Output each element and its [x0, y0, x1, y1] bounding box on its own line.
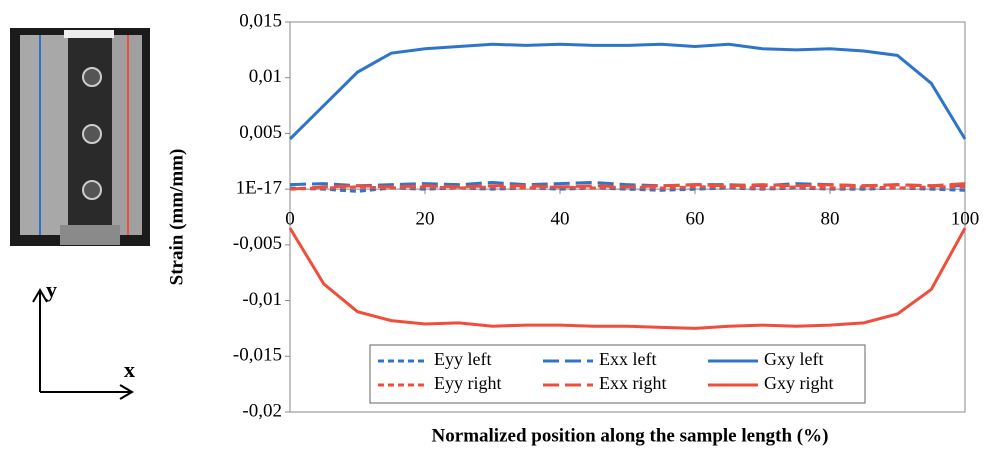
legend-box — [369, 344, 866, 404]
legend-label: Eyy left — [434, 349, 491, 369]
x-tick-label: 100 — [951, 209, 980, 230]
y-tick-label: 1E-17 — [236, 178, 282, 199]
plot-frame — [289, 21, 966, 413]
legend-label: Exx right — [599, 373, 667, 393]
x-tick-label: 40 — [551, 209, 570, 230]
y-tick-label: -0,01 — [242, 289, 282, 310]
series-line — [288, 42, 967, 141]
axis-icon-x: x — [124, 357, 135, 382]
y-tick-label: -0,005 — [233, 233, 282, 254]
y-axis-title: Strain (mm/mm) — [166, 149, 187, 286]
legend-label: Eyy right — [434, 373, 502, 393]
x-tick-label: 20 — [416, 209, 435, 230]
series-line — [288, 227, 967, 330]
y-tick-label: 0,015 — [239, 10, 282, 31]
legend-label: Gxy right — [764, 373, 834, 393]
axes-icon — [32, 288, 134, 400]
axis-icon-y: y — [46, 277, 57, 302]
y-tick-label: -0,015 — [233, 345, 282, 366]
x-tick-label: 0 — [285, 209, 295, 230]
x-axis-title: Normalized position along the sample len… — [432, 425, 829, 446]
y-tick-label: -0,02 — [242, 400, 282, 421]
x-tick-label: 80 — [821, 209, 840, 230]
y-tick-label: 0,01 — [249, 66, 282, 87]
series-line — [289, 182, 966, 191]
specimen-photo — [10, 28, 150, 246]
legend-label: Gxy left — [764, 349, 823, 369]
y-tick-label: 0,005 — [239, 122, 282, 143]
legend-label: Exx left — [599, 349, 656, 369]
x-tick-label: 60 — [686, 209, 705, 230]
